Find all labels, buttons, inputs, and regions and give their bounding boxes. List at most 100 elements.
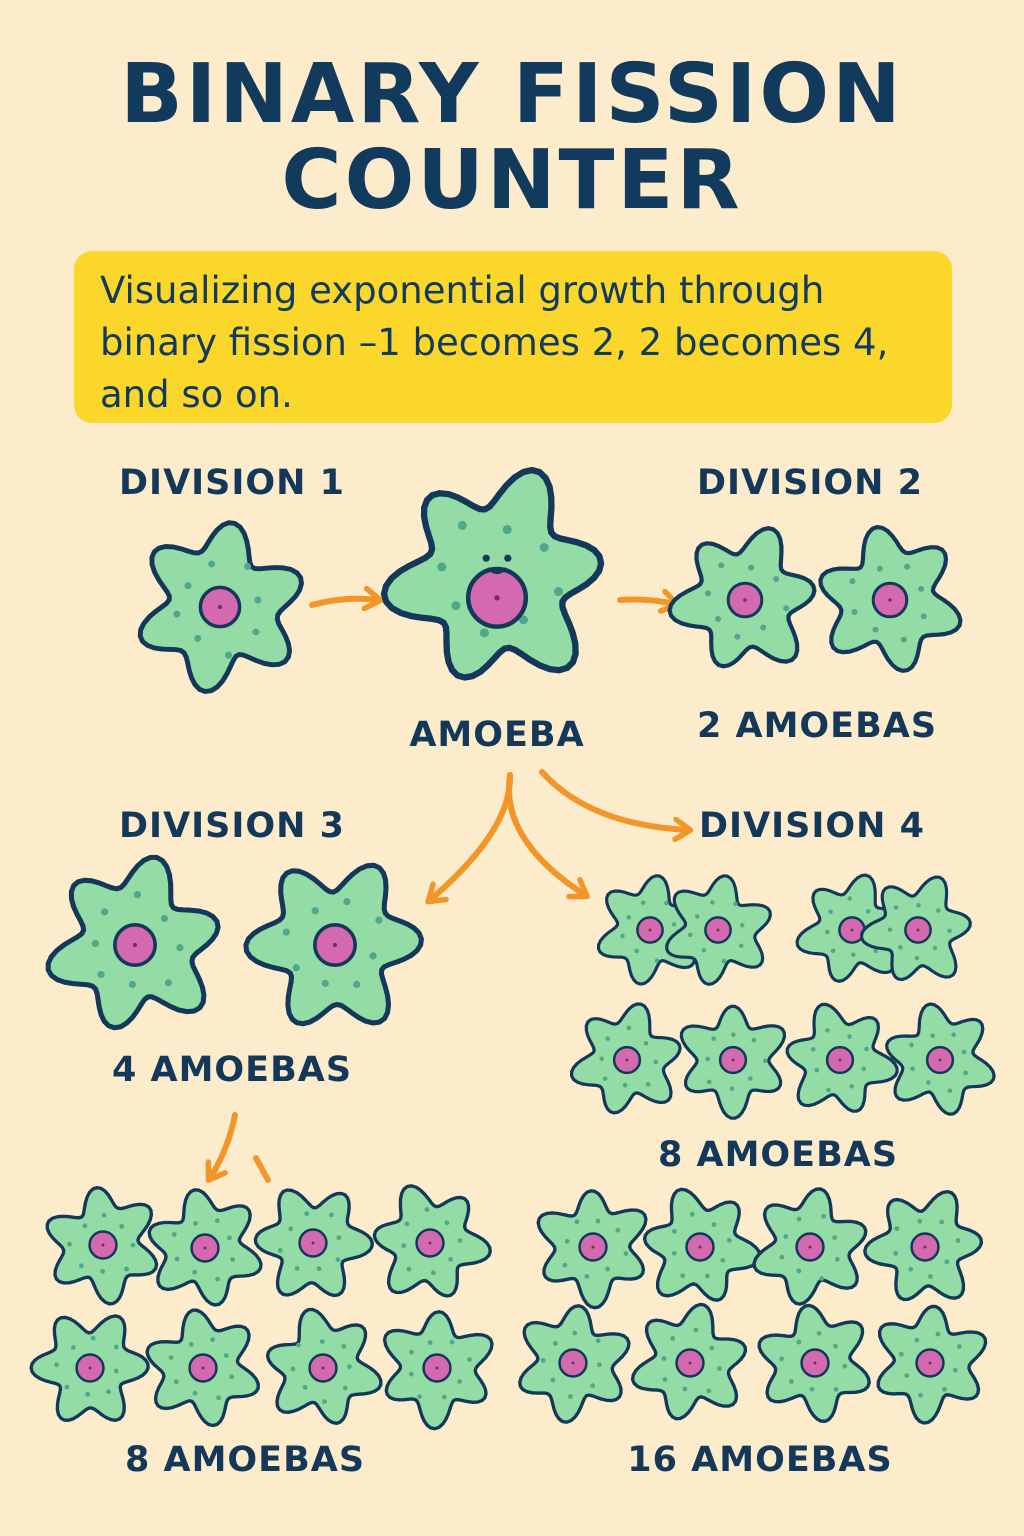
speckle bbox=[796, 1216, 802, 1222]
speckle bbox=[254, 596, 262, 604]
speckle bbox=[316, 1266, 322, 1272]
speckle bbox=[100, 908, 109, 916]
speckle bbox=[294, 1266, 300, 1271]
speckle bbox=[85, 1391, 91, 1397]
speckle bbox=[788, 1379, 794, 1384]
speckle bbox=[119, 1223, 125, 1229]
speckle bbox=[893, 905, 899, 910]
speckle bbox=[173, 610, 181, 618]
speckle bbox=[319, 1339, 325, 1345]
speckle bbox=[346, 1364, 352, 1369]
subtitle-text: Visualizing exponential growth through b… bbox=[100, 269, 889, 416]
speckle bbox=[956, 1344, 962, 1349]
count-8-left-label: 8 AMOEBAS bbox=[124, 1440, 366, 1480]
speckle bbox=[935, 1331, 941, 1337]
amoeba-bottom-right-8 bbox=[876, 1304, 988, 1425]
speckle bbox=[401, 1243, 407, 1249]
title-line-1: BINARY FISSION bbox=[120, 47, 904, 142]
arrows-group bbox=[210, 599, 688, 1183]
speckle bbox=[67, 1241, 72, 1247]
speckle bbox=[130, 1242, 136, 1248]
speckle bbox=[214, 1218, 220, 1224]
amoeba-cells bbox=[29, 466, 996, 1431]
speckle bbox=[215, 1276, 220, 1282]
nucleolus bbox=[435, 1366, 439, 1370]
speckle bbox=[819, 1276, 825, 1281]
speckle bbox=[963, 1070, 968, 1076]
nucleolus bbox=[688, 1361, 692, 1365]
speckle bbox=[682, 1386, 688, 1392]
nucleolus bbox=[928, 1361, 932, 1365]
amoeba-bottom-right-6 bbox=[630, 1302, 748, 1421]
speckle bbox=[602, 1076, 608, 1081]
speckle bbox=[277, 1247, 283, 1253]
speckle bbox=[457, 520, 467, 530]
speckle bbox=[760, 624, 767, 631]
speckle bbox=[653, 1059, 658, 1065]
nucleolus bbox=[938, 1058, 942, 1062]
nucleolus bbox=[428, 1241, 432, 1245]
speckle bbox=[230, 1257, 236, 1262]
speckle bbox=[866, 909, 871, 914]
speckle bbox=[595, 1218, 601, 1224]
speckle bbox=[304, 1211, 310, 1217]
speckle bbox=[952, 1367, 958, 1373]
amoeba-division-3-b bbox=[243, 862, 424, 1027]
nucleolus bbox=[716, 928, 720, 932]
nucleolus bbox=[731, 1058, 735, 1062]
speckle bbox=[467, 1357, 472, 1362]
speckle bbox=[322, 1399, 327, 1404]
nucleolus bbox=[88, 1366, 92, 1370]
amoeba-division-1 bbox=[137, 520, 304, 694]
amoeba-bottom-right-3 bbox=[752, 1187, 868, 1306]
speckle bbox=[872, 626, 879, 633]
nucleolus bbox=[332, 942, 338, 948]
speckle bbox=[714, 615, 721, 622]
speckle bbox=[832, 1235, 838, 1241]
speckle bbox=[825, 1028, 830, 1033]
speckle bbox=[328, 1212, 334, 1218]
speckle bbox=[574, 1219, 580, 1225]
amoeba-division-4-row2-4 bbox=[885, 1002, 996, 1116]
speckle bbox=[437, 562, 447, 572]
speckle bbox=[599, 1056, 605, 1062]
amoeba-bottom-left-8 bbox=[382, 1310, 494, 1431]
speckle bbox=[562, 1262, 568, 1268]
speckle bbox=[847, 1034, 852, 1039]
amoeba-bottom-right-7 bbox=[757, 1303, 871, 1423]
speckle bbox=[918, 585, 925, 592]
speckle bbox=[128, 980, 136, 989]
speckle bbox=[550, 1377, 556, 1383]
amoeba-bottom-left-6 bbox=[145, 1308, 260, 1428]
speckle bbox=[552, 1340, 558, 1346]
speckle bbox=[706, 1388, 712, 1394]
speckle bbox=[615, 1227, 621, 1233]
speckle bbox=[427, 1340, 433, 1345]
speckle bbox=[173, 1379, 179, 1385]
speckle bbox=[408, 1371, 414, 1377]
speckle bbox=[693, 1327, 699, 1333]
speckle bbox=[208, 560, 216, 568]
nucleolus bbox=[591, 1245, 595, 1249]
nucleolus bbox=[838, 1058, 842, 1062]
speckle bbox=[296, 1342, 301, 1348]
speckle bbox=[622, 1082, 628, 1088]
speckle bbox=[302, 1384, 308, 1390]
amoeba-division-2-a bbox=[667, 526, 817, 669]
speckle bbox=[194, 634, 202, 642]
speckle bbox=[640, 900, 646, 905]
speckle bbox=[930, 1033, 935, 1039]
speckle bbox=[717, 1366, 722, 1371]
speckle bbox=[634, 948, 639, 954]
count-2-label: 2 AMOEBAS bbox=[696, 706, 938, 746]
speckle bbox=[409, 1349, 414, 1355]
speckle bbox=[733, 901, 738, 907]
page-title: BINARY FISSION COUNTER bbox=[0, 52, 1024, 224]
speckle bbox=[821, 1213, 827, 1219]
speckle bbox=[502, 525, 512, 535]
nucleolus bbox=[571, 1361, 575, 1365]
arrow-dash bbox=[253, 1155, 271, 1183]
speckle bbox=[451, 601, 461, 611]
speckle bbox=[78, 1263, 84, 1269]
